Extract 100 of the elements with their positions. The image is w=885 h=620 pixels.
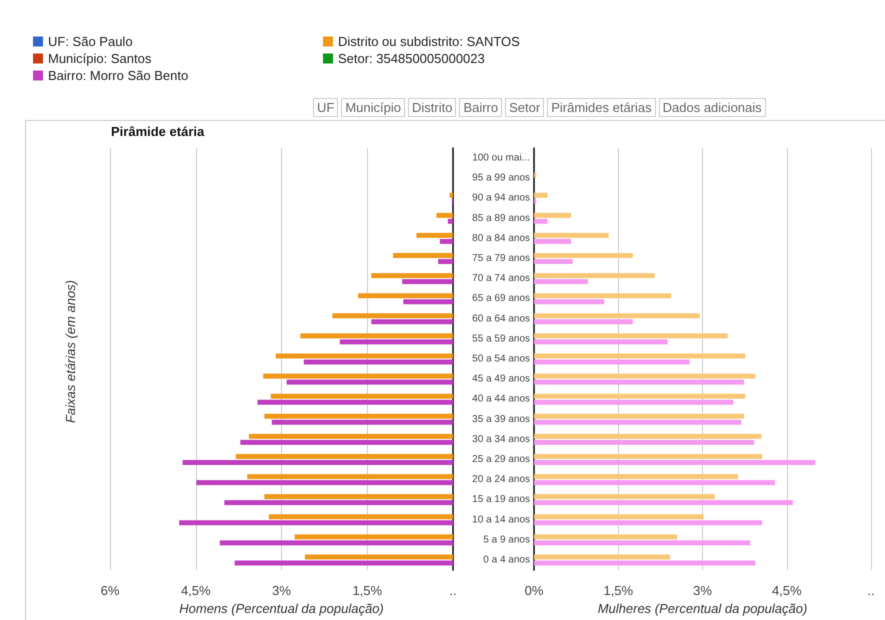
text: Município (341, 98, 405, 117)
bar (534, 293, 672, 298)
x-tick-label: 0% (524, 583, 544, 598)
bar (416, 232, 453, 238)
bar (276, 354, 453, 358)
bar (263, 374, 453, 379)
bar (534, 212, 572, 218)
y-tick-label: 60 a 64 anos (472, 313, 530, 324)
bar (534, 434, 762, 439)
bar (534, 494, 715, 500)
x-tick-label: 3% (272, 583, 292, 598)
y-tick-label: 25 a 29 anos (472, 454, 530, 465)
y-tick-label: 5 a 9 anos (483, 534, 530, 546)
bar (264, 414, 453, 419)
y-tick-label: 95 a 99 anos (472, 172, 530, 184)
legend-label: Distrito ou subdistrito: SANTOS (338, 34, 520, 49)
bar (436, 212, 453, 218)
bar (534, 520, 762, 526)
bar (440, 238, 453, 244)
y-tick-label: 75 a 79 anos (472, 253, 530, 264)
text: Dados adicionais (658, 98, 766, 117)
bar (534, 232, 609, 238)
bar (179, 520, 453, 526)
y-tick-label: 0 a 4 anos (483, 554, 530, 566)
bar (534, 480, 775, 486)
bar (264, 494, 453, 500)
bar (534, 238, 572, 244)
bar (304, 554, 453, 560)
bar (268, 514, 453, 520)
text: Pirâmides etárias (547, 98, 656, 117)
bar (534, 540, 750, 546)
bar (534, 380, 744, 385)
y-tick-label: 10 a 14 anos (472, 514, 530, 526)
bar (534, 394, 746, 399)
x-axis-title: Mulheres (Percentual da população) (598, 601, 808, 616)
text: Setor (505, 98, 544, 117)
bar (196, 480, 453, 486)
bar (402, 279, 453, 284)
bar (234, 560, 453, 566)
x-axis-title: Homens (Percentual da população) (179, 601, 384, 616)
bar (534, 273, 655, 278)
text: Distrito (408, 98, 456, 117)
y-tick-label: 80 a 84 anos (472, 232, 530, 244)
bar (534, 313, 700, 318)
bar (448, 218, 453, 224)
x-tick-label: 3% (693, 583, 712, 598)
y-tick-label: 20 a 24 anos (472, 474, 530, 486)
y-tick-label: 90 a 94 anos (472, 192, 530, 204)
bar (240, 440, 453, 445)
legend-label: Município: Santos (48, 51, 152, 66)
bar (534, 279, 588, 284)
bar (224, 500, 453, 506)
bar (534, 354, 746, 358)
bar (236, 454, 453, 459)
bar (534, 218, 548, 224)
bar (534, 192, 548, 198)
bar (534, 259, 573, 264)
bar (534, 374, 756, 379)
x-tick-label: .. (867, 583, 875, 598)
bar (300, 333, 453, 338)
bar (534, 400, 734, 405)
x-tick-label: 1,5% (603, 583, 634, 598)
bar (340, 339, 453, 344)
y-tick-label: 65 a 69 anos (472, 293, 530, 304)
bar (534, 514, 704, 520)
y-axis-title: Faixas etárias (em anos) (63, 280, 78, 424)
bar (182, 460, 453, 465)
bar (534, 554, 670, 560)
bar (534, 333, 728, 338)
bar (534, 454, 762, 459)
x-tick-label: 6% (100, 583, 120, 598)
x-tick-label: 4,5% (772, 583, 802, 598)
y-tick-label: 85 a 89 anos (472, 212, 530, 224)
bar (272, 420, 453, 425)
legend-label: Setor: 354850005000023 (338, 51, 485, 66)
x-tick-label: 1,5% (352, 583, 382, 598)
bar (371, 273, 453, 278)
x-tick-label: 4,5% (180, 583, 211, 598)
y-tick-label: 50 a 54 anos (472, 354, 530, 364)
y-tick-label: 100 ou mai... (472, 152, 530, 164)
bar (534, 319, 633, 324)
legend-label: UF: São Paulo (48, 34, 133, 49)
bar (534, 339, 668, 344)
y-tick-label: 30 a 34 anos (472, 434, 530, 445)
bar (270, 394, 453, 399)
bar (248, 434, 453, 439)
bar (257, 400, 453, 405)
bar (403, 299, 453, 304)
bar (534, 440, 754, 445)
bar (534, 460, 816, 465)
bar (534, 420, 742, 425)
bar (534, 299, 604, 304)
bar (286, 380, 453, 385)
bar (534, 500, 793, 506)
y-tick-label: 40 a 44 anos (472, 394, 530, 405)
bar (534, 360, 690, 364)
text: Bairro (459, 98, 502, 117)
y-tick-label: 35 a 39 anos (472, 414, 530, 425)
legend-label: Bairro: Morro São Bento (48, 68, 188, 83)
chart-title: Pirâmide etária (111, 124, 205, 139)
